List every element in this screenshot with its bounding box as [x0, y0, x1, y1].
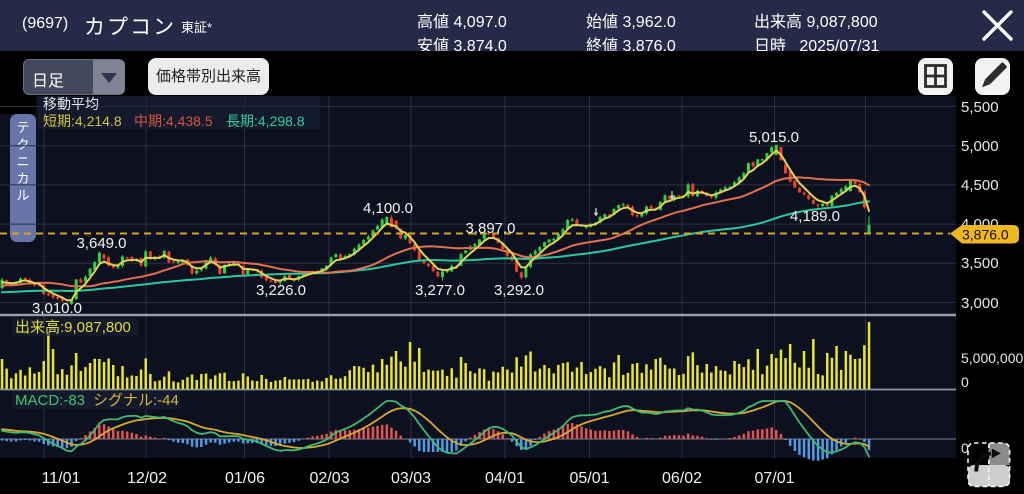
svg-text:11/01: 11/01 — [42, 470, 81, 487]
svg-text:MACD:-83: MACD:-83 — [15, 392, 85, 409]
svg-text:中期:4,438.5: 中期:4,438.5 — [134, 113, 213, 129]
svg-text:4,100.0: 4,100.0 — [363, 200, 413, 217]
svg-text:3,010.0: 3,010.0 — [32, 300, 82, 317]
svg-text:3,000: 3,000 — [961, 295, 999, 312]
svg-text:4,500: 4,500 — [961, 177, 999, 194]
svg-text:4,189.0: 4,189.0 — [790, 208, 840, 225]
svg-text:シグナル:-44: シグナル:-44 — [93, 392, 179, 409]
svg-text:3,292.0: 3,292.0 — [494, 282, 544, 299]
svg-text:3,500: 3,500 — [961, 255, 999, 272]
svg-text:0: 0 — [961, 440, 969, 456]
svg-text:05/01: 05/01 — [569, 470, 609, 487]
svg-text:3,277.0: 3,277.0 — [415, 282, 465, 299]
svg-text:長期:4,298.8: 長期:4,298.8 — [226, 113, 305, 129]
svg-text:3,876.0: 3,876.0 — [962, 227, 1009, 243]
svg-text:5,000: 5,000 — [961, 138, 999, 155]
svg-text:短期:4,214.8: 短期:4,214.8 — [43, 113, 122, 129]
svg-text:5,015.0: 5,015.0 — [749, 129, 799, 146]
svg-text:3,649.0: 3,649.0 — [76, 235, 126, 252]
svg-text:06/02: 06/02 — [662, 470, 702, 487]
svg-text:04/01: 04/01 — [485, 470, 525, 487]
svg-text:07/01: 07/01 — [754, 470, 794, 487]
svg-text:12/02: 12/02 — [127, 470, 167, 487]
svg-text:移動平均: 移動平均 — [43, 96, 99, 112]
svg-text:3,897.0: 3,897.0 — [465, 220, 515, 237]
svg-text:0: 0 — [961, 374, 969, 390]
svg-text:5,000,000: 5,000,000 — [961, 350, 1023, 366]
svg-text:01/06: 01/06 — [225, 470, 265, 487]
svg-text:5,500: 5,500 — [961, 99, 999, 116]
svg-text:03/03: 03/03 — [391, 470, 431, 487]
svg-text:3,226.0: 3,226.0 — [256, 282, 306, 299]
svg-text:02/03: 02/03 — [309, 470, 349, 487]
svg-text:出来高:9,087,800: 出来高:9,087,800 — [15, 319, 131, 336]
